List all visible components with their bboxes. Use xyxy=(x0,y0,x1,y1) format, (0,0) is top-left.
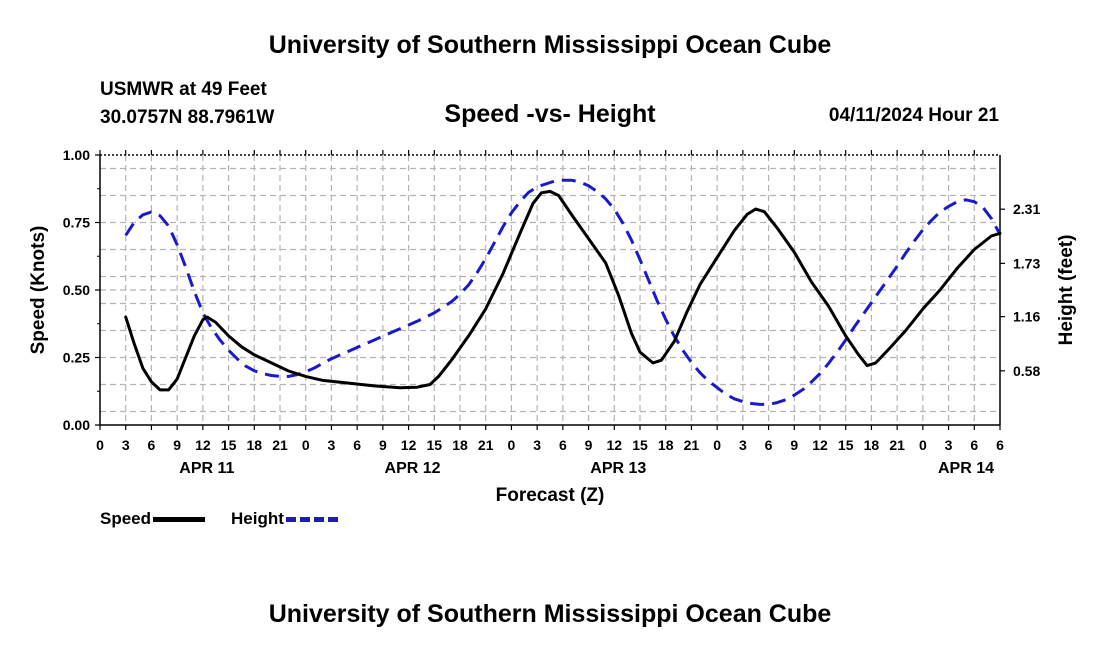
y2-axis-title: Height (feet) xyxy=(1056,235,1077,346)
x-tick-label: 12 xyxy=(195,437,211,453)
x-tick-label: 6 xyxy=(970,437,978,453)
legend-height-swatch xyxy=(285,517,338,523)
x-tick-label: 6 xyxy=(353,437,361,453)
x-tick-label: 0 xyxy=(713,437,721,453)
x-tick-label: 12 xyxy=(401,437,417,453)
footer-title: University of Southern Mississippi Ocean… xyxy=(268,600,832,628)
x-tick-label: 6 xyxy=(559,437,567,453)
x-axis-title: Forecast (Z) xyxy=(496,485,605,506)
x-tick-label: 9 xyxy=(585,437,593,453)
x-tick-label: 15 xyxy=(632,437,648,453)
x-tick-label: 21 xyxy=(889,437,905,453)
x-tick-label: 15 xyxy=(838,437,854,453)
x-tick-label: 0 xyxy=(302,437,310,453)
x-tick-label: 18 xyxy=(658,437,674,453)
x-tick-label: 15 xyxy=(221,437,237,453)
x-tick-label: 6 xyxy=(765,437,773,453)
legend-speed-swatch xyxy=(153,517,206,523)
chart-subtitle: Speed -vs- Height xyxy=(444,100,656,128)
legend-height: Height xyxy=(231,509,338,529)
station-info: USMWR at 49 Feet 30.0757N 88.7961W xyxy=(100,76,274,132)
x-tick-label: 12 xyxy=(812,437,828,453)
x-tick-label: 9 xyxy=(379,437,387,453)
y-tick-label: 0.25 xyxy=(63,350,90,366)
x-tick-label: 3 xyxy=(122,437,130,453)
y-axis-title: Speed (Knots) xyxy=(28,226,49,355)
date-label: APR 14 xyxy=(938,460,994,477)
x-tick-label: 9 xyxy=(173,437,181,453)
x-tick-label: 3 xyxy=(739,437,747,453)
station-coordinates: 30.0757N 88.7961W xyxy=(100,107,275,128)
date-label: APR 12 xyxy=(385,460,441,477)
x-tick-label: 0 xyxy=(96,437,104,453)
height-series-line xyxy=(124,178,1002,406)
y-tick-label: 0.75 xyxy=(63,215,90,231)
x-tick-label: 0 xyxy=(508,437,516,453)
x-tick-label: 21 xyxy=(684,437,700,453)
x-tick-label: 6 xyxy=(148,437,156,453)
y-tick-label: 0.50 xyxy=(63,282,90,298)
y-tick-label: 1.00 xyxy=(63,147,90,163)
forecast-datestamp: 04/11/2024 Hour 21 xyxy=(828,105,999,126)
x-tick-label: 21 xyxy=(478,437,494,453)
x-tick-label: 18 xyxy=(864,437,880,453)
x-tick-label: 15 xyxy=(426,437,442,453)
x-tick-label: 9 xyxy=(790,437,798,453)
legend-height-label: Height xyxy=(231,509,284,528)
y-tick-label: 0.00 xyxy=(63,417,90,433)
speed-series-line xyxy=(124,189,1002,392)
x-tick-label: 3 xyxy=(533,437,541,453)
y2-tick-label: 2.31 xyxy=(1013,201,1040,217)
x-tick-label: 3 xyxy=(945,437,953,453)
x-tick-label: 0 xyxy=(919,437,927,453)
x-tick-label: 21 xyxy=(272,437,288,453)
legend-speed-label: Speed xyxy=(100,509,152,528)
legend-speed: Speed xyxy=(100,509,206,529)
y2-tick-label: 1.73 xyxy=(1013,255,1040,271)
y2-tick-label: 1.16 xyxy=(1013,309,1040,325)
y2-tick-label: 0.58 xyxy=(1013,363,1040,379)
chart-main-title: University of Southern Mississippi Ocean… xyxy=(268,31,832,59)
x-tick-label: 3 xyxy=(328,437,336,453)
station-name: USMWR at 49 Feet xyxy=(100,79,267,100)
x-tick-label: 18 xyxy=(246,437,262,453)
x-tick-label: 18 xyxy=(452,437,468,453)
date-label: APR 13 xyxy=(590,460,646,477)
date-label: APR 11 xyxy=(179,460,234,477)
x-tick-label: 12 xyxy=(606,437,622,453)
x-tick-label: 6 xyxy=(996,437,1004,453)
